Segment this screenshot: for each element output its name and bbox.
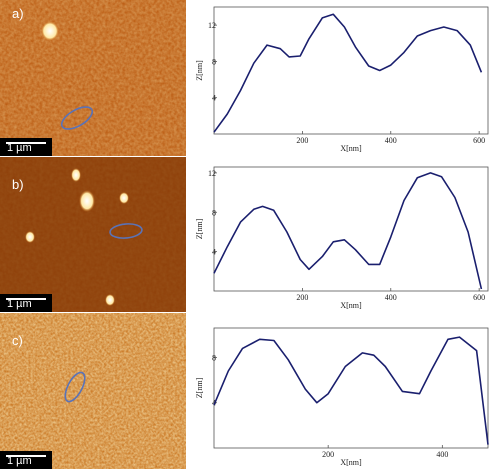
x-axis-label: X[nm]	[340, 458, 362, 467]
afm-image-b-graphic	[0, 157, 186, 312]
x-tick-label: 200	[296, 136, 308, 145]
scalebar-label-b: 1 µm	[7, 298, 32, 310]
profile-plot-c: 200 400 4 8 X[nm] Z[nm]	[190, 313, 502, 469]
x-axis-label: X[nm]	[340, 301, 362, 310]
height-profile-line	[213, 336, 489, 445]
scalebar-label-a: 1 µm	[7, 142, 32, 154]
panel-label-b: b)	[12, 177, 24, 192]
plot-frame	[213, 6, 489, 135]
x-tick-label: 400	[436, 450, 448, 459]
y-axis-label: Z[nm]	[195, 60, 204, 81]
x-axis-label: X[nm]	[340, 144, 362, 153]
height-profile-line	[213, 172, 483, 290]
y-tick-label: 12	[208, 169, 216, 178]
scalebar-a: 1 µm	[0, 138, 52, 156]
plot-frame	[213, 327, 489, 449]
x-tick-label: 600	[473, 136, 485, 145]
y-tick-label: 8	[212, 353, 216, 362]
scalebar-line-a	[6, 142, 46, 144]
y-tick-label: 4	[212, 94, 216, 103]
y-axis-label: Z[nm]	[195, 377, 204, 398]
x-tick-label: 400	[385, 136, 397, 145]
afm-image-a: a) 1 µm	[0, 0, 186, 156]
y-tick-label: 8	[212, 57, 216, 66]
x-tick-label: 600	[473, 293, 485, 302]
scalebar-label-c: 1 µm	[7, 455, 32, 467]
profile-plot-a: 200 400 600 4 8 12 X[nm] Z[nm]	[190, 0, 502, 155]
scalebar-c: 1 µm	[0, 451, 52, 469]
scalebar-line-b	[6, 298, 46, 300]
afm-image-c-graphic	[0, 313, 186, 469]
scalebar-line-c	[6, 455, 46, 457]
panel-label-a: a)	[12, 6, 24, 21]
afm-image-c: c) 1 µm	[0, 313, 186, 469]
panel-label-c: c)	[12, 333, 23, 348]
afm-image-a-graphic	[0, 0, 186, 156]
y-tick-label: 12	[208, 21, 216, 30]
x-tick-label: 400	[385, 293, 397, 302]
y-tick-label: 8	[212, 208, 216, 217]
afm-image-b: b) 1 µm	[0, 157, 186, 312]
profile-plot-b-svg: 200 400 600 4 8 12 X[nm] Z[nm]	[195, 166, 489, 310]
profile-plot-a-svg: 200 400 600 4 8 12 X[nm] Z[nm]	[195, 6, 489, 153]
x-tick-label: 200	[296, 293, 308, 302]
x-tick-label: 200	[322, 450, 334, 459]
plot-frame	[213, 166, 489, 292]
height-profile-line	[213, 13, 483, 133]
y-tick-label: 4	[212, 248, 216, 257]
y-axis-label: Z[nm]	[195, 218, 204, 239]
profile-plot-b: 200 400 600 4 8 12 X[nm] Z[nm]	[190, 157, 502, 312]
scalebar-b: 1 µm	[0, 294, 52, 312]
